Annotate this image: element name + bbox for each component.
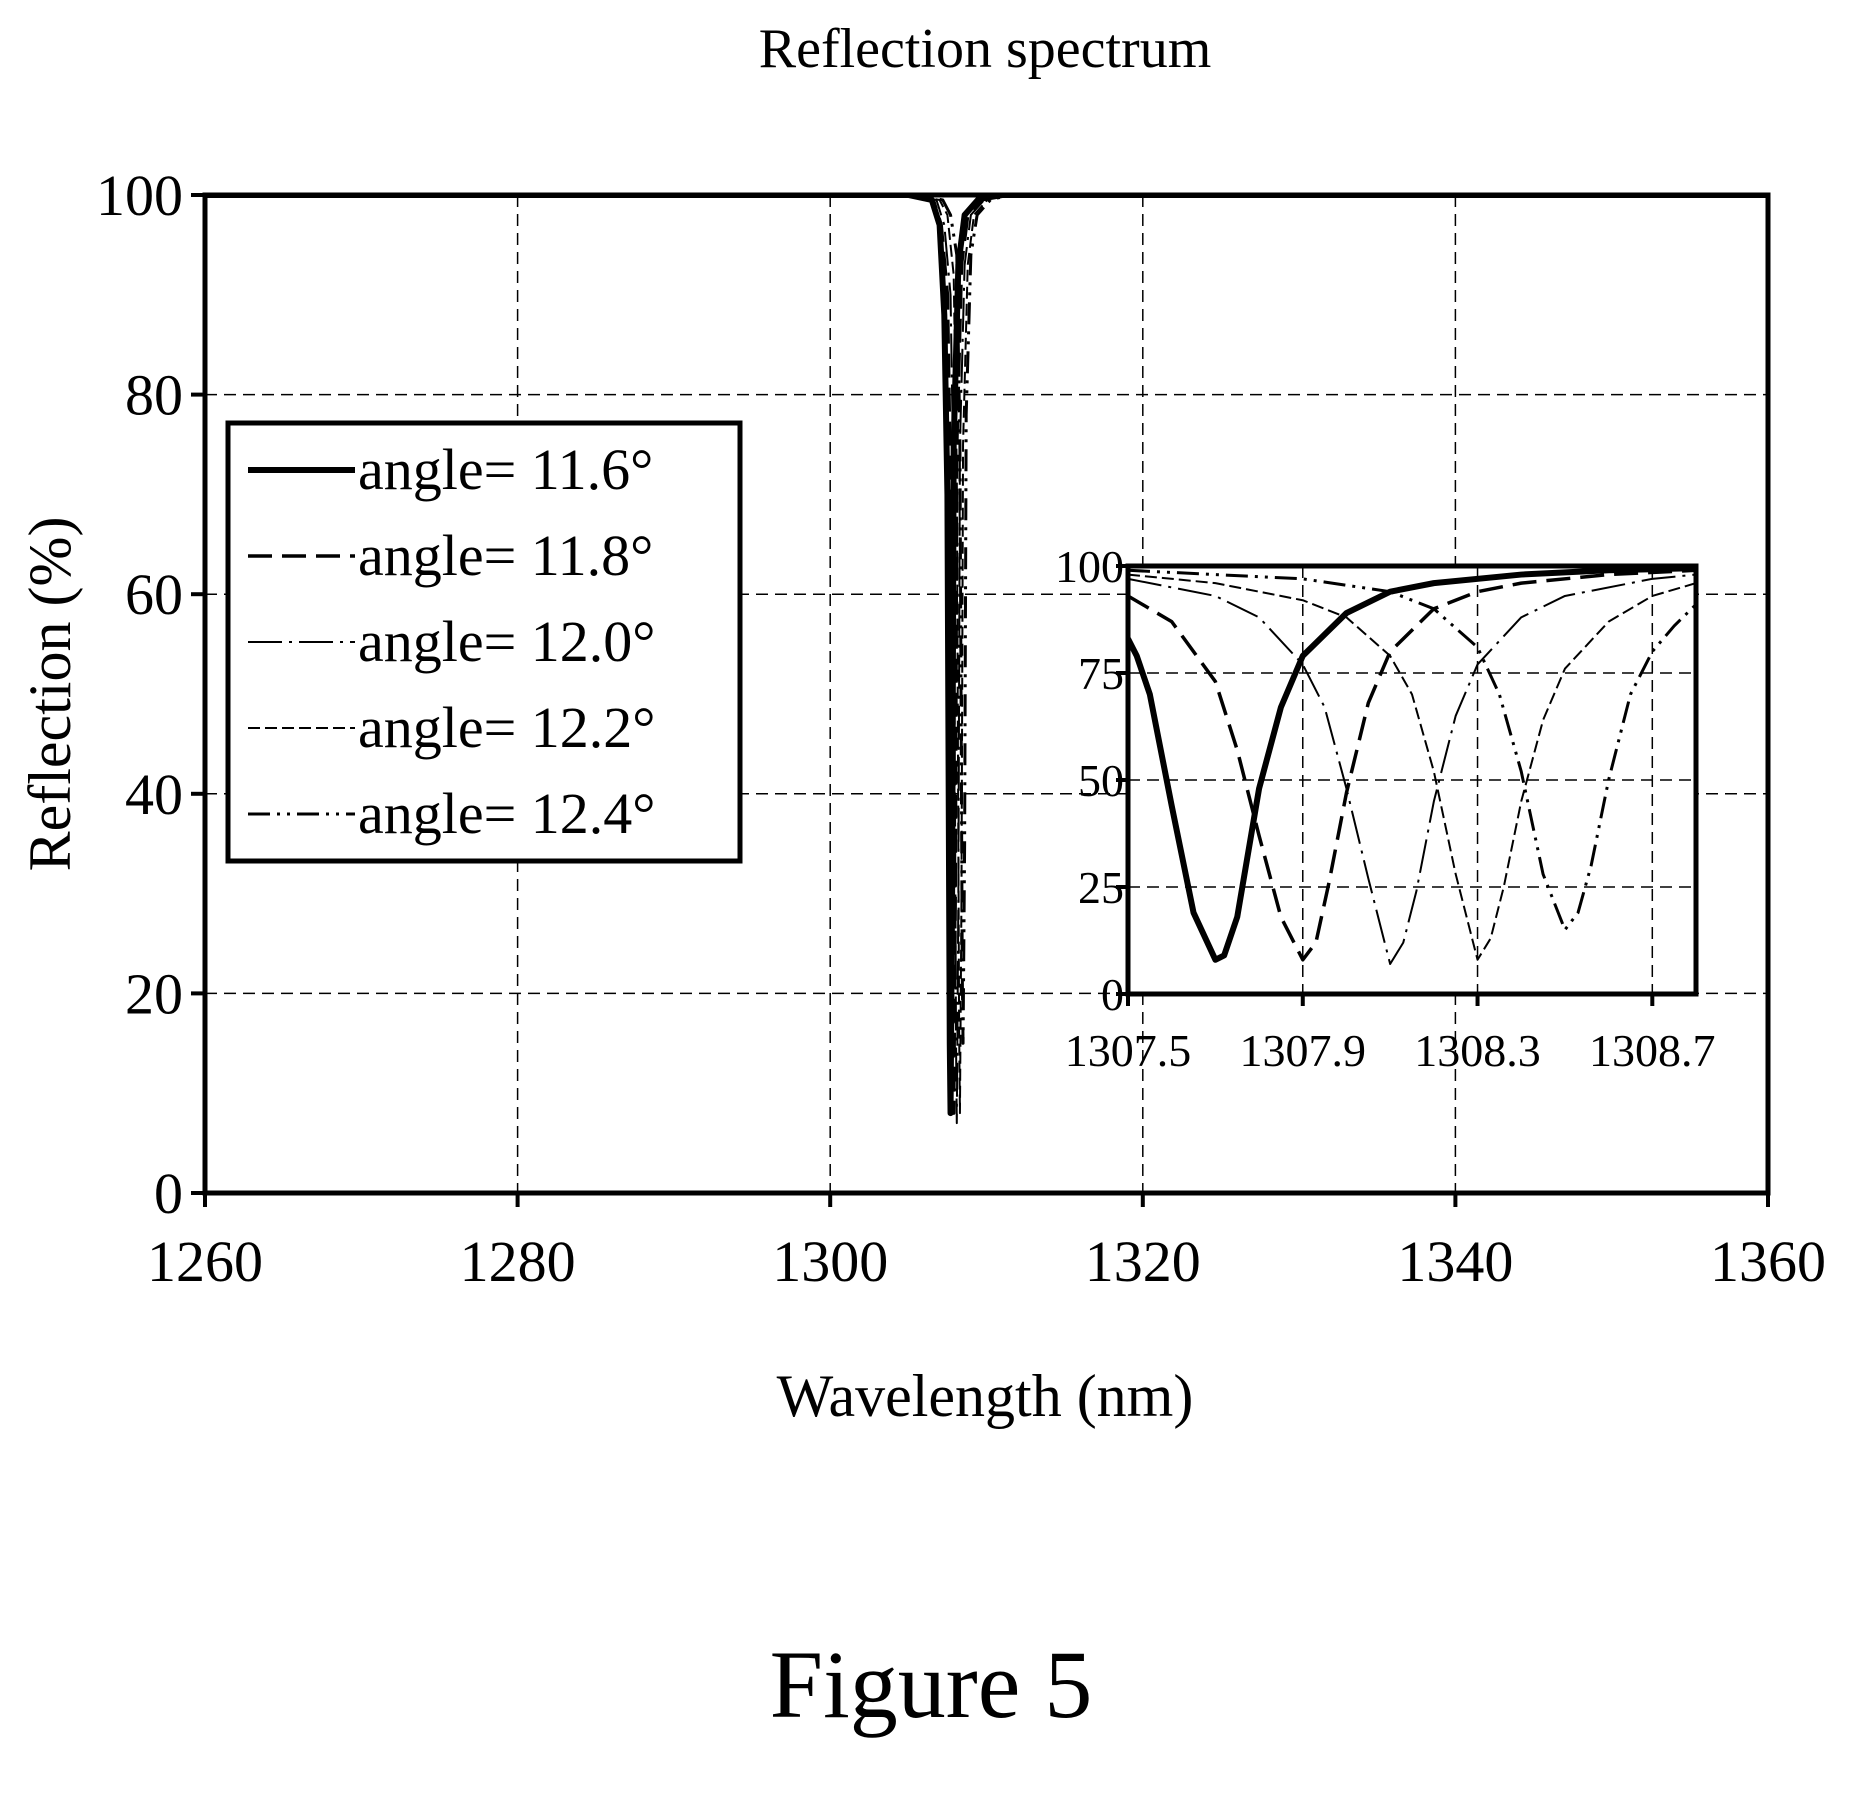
inset-y-tick-label-50: 50 bbox=[1078, 755, 1124, 806]
inset-x-tick-label-1307-5: 1307.5 bbox=[1065, 1025, 1192, 1076]
inset-grid bbox=[1128, 566, 1696, 994]
main-y-tick-label-60: 60 bbox=[125, 562, 183, 627]
main-series-angle-12-0 bbox=[205, 195, 1768, 1125]
inset-y-tick-label-0: 0 bbox=[1101, 969, 1124, 1020]
main-x-tick-label-1360: 1360 bbox=[1710, 1229, 1826, 1294]
inset-series-angle-11-6 bbox=[1128, 566, 1696, 963]
main-y-tick-label-80: 80 bbox=[125, 363, 183, 428]
inset-series-angle-12-0 bbox=[1128, 573, 1696, 966]
main-y-tick-labels: 0 20 40 60 80 100 bbox=[96, 163, 183, 1226]
legend-label-12-2: angle= 12.2° bbox=[358, 695, 656, 760]
inset-x-tick-label-1308-3: 1308.3 bbox=[1414, 1025, 1541, 1076]
inset-x-tick-label-1307-9: 1307.9 bbox=[1240, 1025, 1367, 1076]
main-x-tick-labels: 1260 1280 1300 1320 1340 1360 bbox=[147, 1229, 1826, 1294]
inset-y-tick-labels: 0 25 50 75 100 bbox=[1055, 541, 1124, 1020]
main-series-angle-12-4 bbox=[205, 195, 1768, 1045]
x-axis-title: Wavelength (nm) bbox=[777, 1363, 1194, 1429]
main-series-angle-11-8 bbox=[205, 195, 1768, 1115]
main-y-tick-label-100: 100 bbox=[96, 163, 183, 228]
main-curves bbox=[205, 195, 1768, 1125]
legend-label-11-6: angle= 11.6° bbox=[358, 437, 653, 502]
inset-curves bbox=[1128, 566, 1696, 966]
inset-y-tick-label-100: 100 bbox=[1055, 541, 1124, 592]
figure-caption: Figure 5 bbox=[770, 1631, 1093, 1738]
inset-y-tick-label-25: 25 bbox=[1078, 862, 1124, 913]
legend: angle= 11.6° angle= 11.8° angle= 12.0° a… bbox=[225, 420, 743, 864]
legend-entry-11-8: angle= 11.8° bbox=[248, 523, 653, 588]
inset-y-tick-label-75: 75 bbox=[1078, 648, 1124, 699]
y-axis-title: Reflection (%) bbox=[17, 517, 83, 872]
main-y-tick-label-20: 20 bbox=[125, 961, 183, 1026]
legend-label-11-8: angle= 11.8° bbox=[358, 523, 653, 588]
main-x-tick-label-1340: 1340 bbox=[1397, 1229, 1513, 1294]
legend-entry-11-6: angle= 11.6° bbox=[248, 437, 653, 502]
inset-series-angle-12-4 bbox=[1128, 568, 1696, 932]
legend-entry-12-0: angle= 12.0° bbox=[248, 609, 656, 674]
main-x-tick-label-1320: 1320 bbox=[1085, 1229, 1201, 1294]
inset-series-angle-11-8 bbox=[1128, 568, 1696, 962]
main-x-tick-label-1300: 1300 bbox=[772, 1229, 888, 1294]
main-y-tick-label-40: 40 bbox=[125, 762, 183, 827]
inset-background bbox=[1128, 566, 1696, 994]
main-ticks bbox=[191, 193, 1770, 1207]
main-plot-frame bbox=[202, 192, 1771, 1196]
main-x-tick-label-1260: 1260 bbox=[147, 1229, 263, 1294]
main-y-tick-label-0: 0 bbox=[154, 1161, 183, 1226]
inset-x-tick-labels: 1307.5 1307.9 1308.3 1308.7 bbox=[1065, 1025, 1716, 1076]
legend-label-12-4: angle= 12.4° bbox=[358, 781, 656, 846]
inset-x-tick-label-1308-7: 1308.7 bbox=[1589, 1025, 1716, 1076]
main-series-angle-12-2 bbox=[205, 195, 1768, 1115]
legend-label-12-0: angle= 12.0° bbox=[358, 609, 656, 674]
legend-entry-12-4: angle= 12.4° bbox=[248, 781, 656, 846]
legend-entry-12-2: angle= 12.2° bbox=[248, 695, 656, 760]
inset-ticks bbox=[1116, 564, 1655, 1006]
chart-title: Reflection spectrum bbox=[759, 18, 1212, 80]
inset-series-angle-12-2 bbox=[1128, 573, 1696, 961]
main-x-tick-label-1280: 1280 bbox=[460, 1229, 576, 1294]
